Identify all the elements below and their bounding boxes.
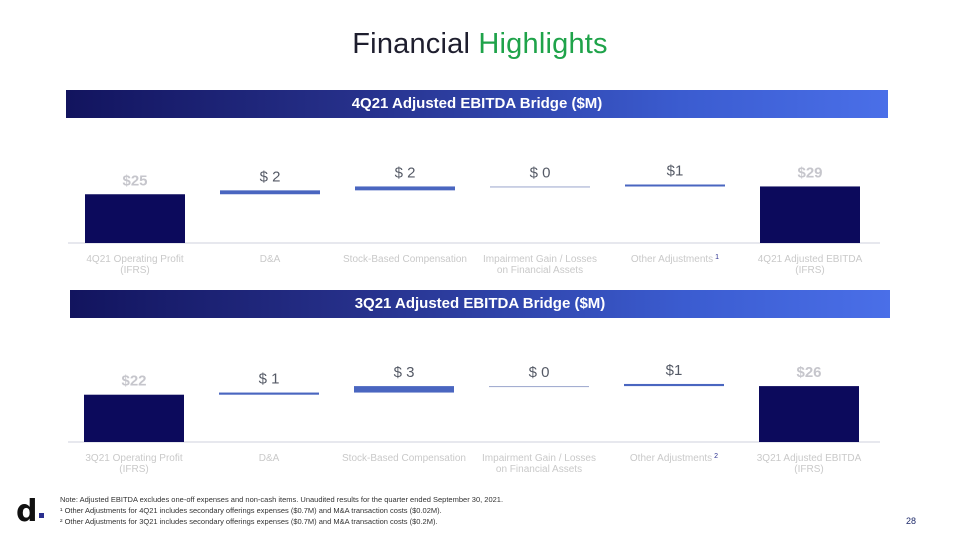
category-label-3: Stock-Based Compensation xyxy=(343,254,467,265)
category-label-2: D&A xyxy=(260,254,281,265)
bar-4 xyxy=(489,386,589,388)
category-label-6: 3Q21 Adjusted EBITDA xyxy=(757,453,862,464)
chart-banner-3q21: 3Q21 Adjusted EBITDA Bridge ($M) xyxy=(70,290,890,318)
category-label-1: 3Q21 Operating Profit xyxy=(85,453,182,464)
footnote-mark: 2 xyxy=(714,453,718,460)
company-logo: d xyxy=(16,494,45,529)
bar-value-label-5: $1 xyxy=(667,163,684,180)
note-main: Note: Adjusted EBITDA excludes one-off e… xyxy=(60,495,504,504)
category-label-5: Other Adjustments 2 xyxy=(630,453,718,464)
category-label-6: (IFRS) xyxy=(795,265,824,276)
bar-value-label-4: $ 0 xyxy=(529,364,550,381)
bar-4 xyxy=(490,186,590,188)
bar-value-label-5: $1 xyxy=(666,362,683,379)
bar-2 xyxy=(219,392,319,395)
title-accent: Highlights xyxy=(478,28,608,60)
chart-banner-4q21: 4Q21 Adjusted EBITDA Bridge ($M) xyxy=(66,90,888,118)
bar-value-label-2: $ 2 xyxy=(260,168,281,185)
footnotes: Note: Adjusted EBITDA excludes one-off e… xyxy=(60,494,760,527)
category-label-1: 4Q21 Operating Profit xyxy=(86,254,183,265)
category-label-4: Impairment Gain / Losses xyxy=(483,254,597,265)
title-main: Financial xyxy=(352,28,471,60)
category-label-6: 4Q21 Adjusted EBITDA xyxy=(758,254,863,265)
category-label-2: D&A xyxy=(259,453,280,464)
bar-value-label-1: $22 xyxy=(121,373,146,390)
logo-dot xyxy=(39,513,45,518)
page-title: Financial Highlights xyxy=(0,28,960,61)
page-number: 28 xyxy=(905,516,916,526)
bar-1 xyxy=(84,394,184,442)
bar-value-label-6: $26 xyxy=(796,364,821,381)
category-label-3: Stock-Based Compensation xyxy=(342,453,466,464)
bar-value-label-3: $ 3 xyxy=(394,364,415,381)
bar-3 xyxy=(355,186,455,191)
bar-5 xyxy=(624,383,724,387)
bar-6 xyxy=(760,186,860,243)
bar-value-label-6: $29 xyxy=(797,164,822,181)
note-footnote-1: ¹ Other Adjustments for 4Q21 includes se… xyxy=(60,506,442,515)
category-label-1: (IFRS) xyxy=(119,464,148,475)
category-label-4: Impairment Gain / Losses xyxy=(482,453,596,464)
note-footnote-2: ² Other Adjustments for 3Q21 includes se… xyxy=(60,517,438,526)
bar-value-label-2: $ 1 xyxy=(259,371,280,388)
category-label-4: on Financial Assets xyxy=(497,265,583,276)
category-label-5: Other Adjustments 1 xyxy=(631,254,719,265)
category-label-6: (IFRS) xyxy=(794,464,823,475)
category-label-1: (IFRS) xyxy=(120,265,149,276)
bar-value-label-1: $25 xyxy=(122,172,147,189)
bar-value-label-3: $ 2 xyxy=(395,164,416,181)
bar-3 xyxy=(354,386,454,393)
bar-2 xyxy=(220,190,320,195)
footnote-mark: 1 xyxy=(715,254,719,261)
category-label-4: on Financial Assets xyxy=(496,464,582,475)
bar-1 xyxy=(85,194,185,243)
bar-value-label-4: $ 0 xyxy=(530,164,551,181)
bar-6 xyxy=(759,386,859,442)
bar-5 xyxy=(625,184,725,187)
